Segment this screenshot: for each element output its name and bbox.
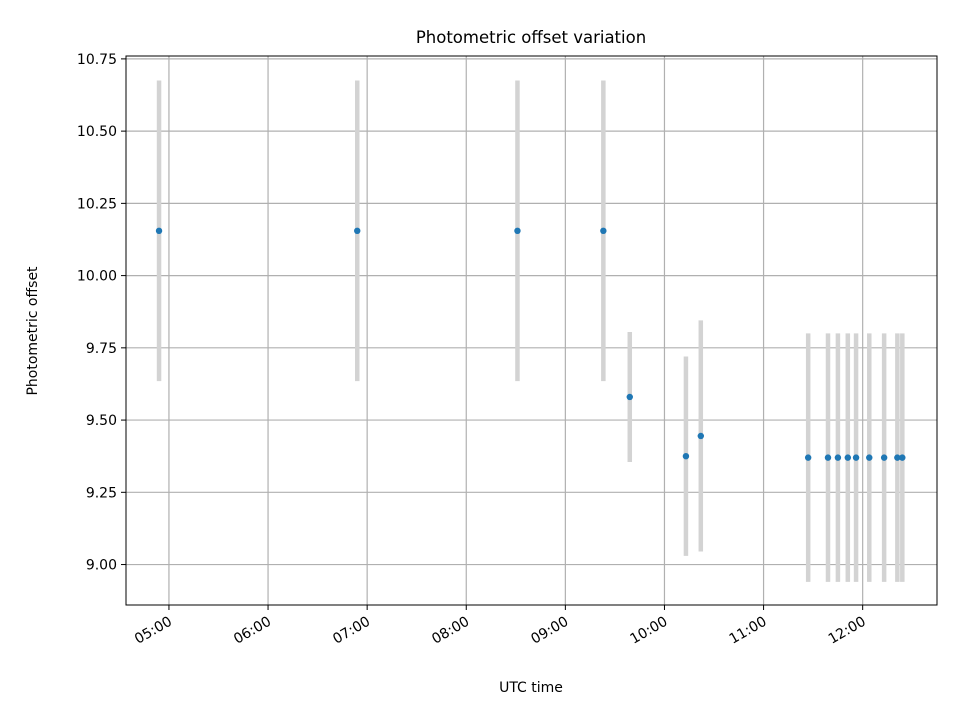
data-point [514, 227, 521, 235]
y-tick-label: 9.25 [86, 485, 117, 501]
data-point [880, 454, 888, 461]
data-point [899, 454, 906, 461]
data-point [354, 227, 361, 235]
y-tick-label: 10.75 [77, 52, 117, 68]
data-point [600, 227, 607, 235]
data-point [894, 454, 901, 461]
chart-title: Photometric offset variation [416, 28, 646, 47]
data-point [852, 454, 860, 461]
y-axis: 9.00 9.25 9.50 9.75 10.00 10.25 10.50 10.75 [77, 52, 126, 574]
y-tick-label: 10.25 [77, 196, 117, 212]
data-point [844, 454, 852, 461]
y-axis-label: Photometric offset [25, 266, 41, 396]
data-point [824, 454, 832, 461]
data-point [155, 227, 163, 235]
y-tick-label: 9.00 [86, 558, 117, 574]
y-tick-label: 9.50 [86, 413, 117, 429]
y-tick-label: 10.00 [77, 269, 117, 285]
grid [126, 56, 937, 605]
data-point [866, 454, 873, 461]
data-points [155, 227, 906, 461]
data-point [682, 452, 690, 460]
data-point [697, 432, 705, 440]
plot-frame [125, 55, 938, 606]
x-axis-label: UTC time [499, 680, 563, 696]
y-tick-label: 9.75 [86, 341, 117, 357]
y-tick-label: 10.50 [77, 124, 117, 140]
data-point [834, 454, 842, 461]
data-point [626, 393, 633, 401]
data-point [804, 454, 812, 461]
